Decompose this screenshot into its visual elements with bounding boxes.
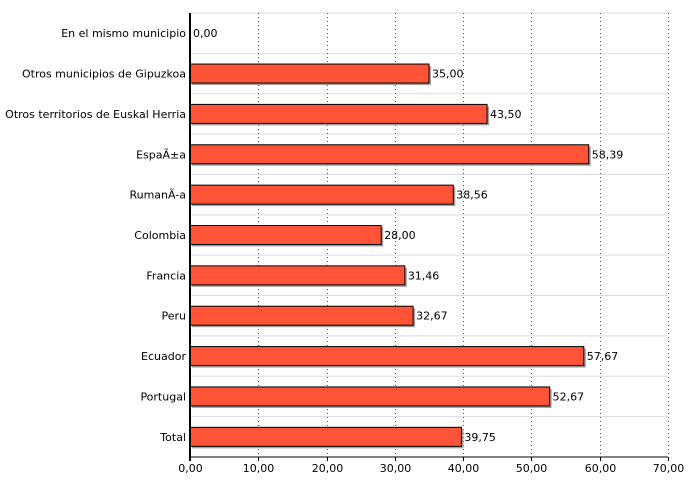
value-label: 28,00 (384, 229, 416, 242)
axes-group (189, 13, 669, 461)
x-tick-label: 70,00 (653, 462, 685, 475)
category-label: Ecuador (141, 350, 186, 363)
x-tick-label: 0,00 (178, 462, 203, 475)
bar (189, 265, 406, 286)
bar (189, 225, 382, 245)
category-label: RumanÃ-a (129, 189, 186, 202)
bar (189, 305, 414, 326)
category-label: Francia (146, 269, 186, 282)
value-label: 43,50 (490, 108, 522, 121)
value-label: 38,56 (456, 189, 488, 202)
category-label: Colombia (134, 229, 186, 242)
bar (189, 386, 551, 407)
value-label: 39,75 (464, 431, 496, 444)
value-label: 58,39 (592, 148, 624, 161)
value-label: 35,00 (432, 68, 464, 81)
value-label: 31,46 (408, 269, 440, 282)
value-label: 32,67 (416, 310, 448, 323)
value-label: 52,67 (553, 390, 585, 403)
labels-group: En el mismo municipio 0,00 Otros municipio… (5, 27, 684, 475)
bar (189, 63, 430, 84)
value-label: 0,00 (193, 27, 218, 40)
category-label: Otros territorios de Euskal Herria (5, 108, 186, 121)
bar (189, 144, 590, 165)
x-tick-label: 20,00 (312, 462, 344, 475)
x-tick-label: 40,00 (448, 462, 480, 475)
x-tick-label: 10,00 (243, 462, 275, 475)
category-label: EspaÃ±a (136, 148, 186, 161)
bar (189, 184, 454, 205)
x-tick-label: 50,00 (516, 462, 548, 475)
bar (189, 426, 462, 447)
bar (189, 346, 585, 367)
category-label: En el mismo municipio (61, 27, 186, 40)
category-label: Peru (161, 310, 186, 323)
category-label: Total (159, 431, 186, 444)
value-label: 57,67 (587, 350, 619, 363)
x-tick-label: 30,00 (380, 462, 412, 475)
bar (189, 103, 488, 124)
category-label: Otros municipios de Gipuzkoa (22, 68, 186, 81)
x-tick-label: 60,00 (585, 462, 617, 475)
bars-group (189, 63, 591, 449)
category-label: Portugal (140, 390, 186, 403)
